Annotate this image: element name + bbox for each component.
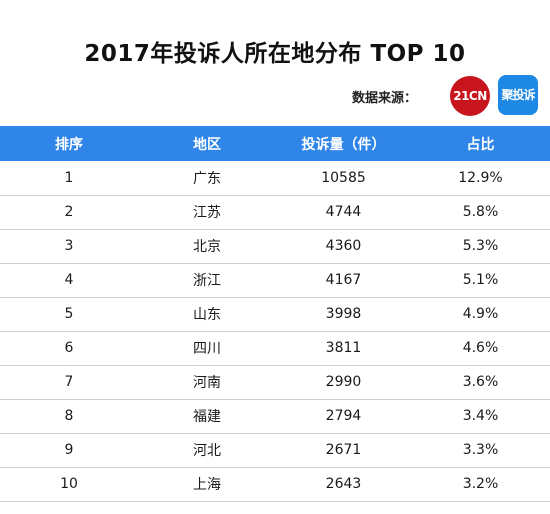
header-count: 投诉量（件） xyxy=(301,136,386,153)
table-row: 7 河南 2990 3.6% xyxy=(0,365,550,400)
cell-share: 4.6% xyxy=(411,331,550,366)
table-row: 1 广东 10585 12.9% xyxy=(0,161,550,196)
page-title: 2017年投诉人所在地分布 TOP 10 xyxy=(84,41,466,67)
cell-share: 5.1% xyxy=(411,263,550,298)
header-region: 地区 xyxy=(193,136,221,153)
table-row: 3 北京 4360 5.3% xyxy=(0,229,550,264)
cell-share: 3.6% xyxy=(411,365,550,400)
cell-share: 3.4% xyxy=(411,399,550,434)
cell-region: 广东 xyxy=(138,161,276,196)
header-share: 占比 xyxy=(466,136,495,153)
21cn-logo: 21CN xyxy=(450,76,490,116)
cell-region: 福建 xyxy=(138,399,276,434)
table-row: 4 浙江 4167 5.1% xyxy=(0,263,550,298)
cell-rank: 3 xyxy=(0,229,138,264)
cell-count: 4360 xyxy=(276,229,411,264)
cell-share: 3.3% xyxy=(411,433,550,468)
table-header-row: 排序 地区 投诉量（件） 占比 xyxy=(0,126,550,161)
table-row: 6 四川 3811 4.6% xyxy=(0,331,550,366)
cell-count: 3998 xyxy=(276,297,411,332)
cell-rank: 4 xyxy=(0,263,138,298)
table-row: 8 福建 2794 3.4% xyxy=(0,399,550,434)
cell-region: 上海 xyxy=(138,467,276,502)
cell-count: 2990 xyxy=(276,365,411,400)
cell-region: 山东 xyxy=(138,297,276,332)
table-row: 9 河北 2671 3.3% xyxy=(0,433,550,468)
cell-region: 浙江 xyxy=(138,263,276,298)
cell-share: 3.2% xyxy=(411,467,550,502)
cell-region: 四川 xyxy=(138,331,276,366)
cell-region: 江苏 xyxy=(138,195,276,230)
cell-count: 4167 xyxy=(276,263,411,298)
cell-rank: 7 xyxy=(0,365,138,400)
cell-count: 2671 xyxy=(276,433,411,468)
cell-count: 3811 xyxy=(276,331,411,366)
cell-rank: 1 xyxy=(0,161,138,196)
jutousu-logo: 聚投诉 xyxy=(498,75,538,115)
table-row: 2 江苏 4744 5.8% xyxy=(0,195,550,230)
cell-count: 2643 xyxy=(276,467,411,502)
cell-rank: 8 xyxy=(0,399,138,434)
cell-region: 河北 xyxy=(138,433,276,468)
cell-share: 5.3% xyxy=(411,229,550,264)
table-row: 10 上海 2643 3.2% xyxy=(0,467,550,502)
source-label: 数据来源： xyxy=(352,91,418,106)
cell-share: 4.9% xyxy=(411,297,550,332)
header-rank: 排序 xyxy=(55,136,83,153)
complaint-table: 排序 地区 投诉量（件） 占比 1 广东 10585 12.9% 2 江苏 4744 5.8%… xyxy=(0,126,550,502)
cell-share: 5.8% xyxy=(411,195,550,230)
table-row: 5 山东 3998 4.9% xyxy=(0,297,550,332)
cell-region: 北京 xyxy=(138,229,276,264)
data-source: 数据来源： 21CN 聚投诉 xyxy=(0,72,550,116)
cell-region: 河南 xyxy=(138,365,276,400)
cell-share: 12.9% xyxy=(411,161,550,196)
cell-rank: 5 xyxy=(0,297,138,332)
cell-count: 4744 xyxy=(276,195,411,230)
cell-count: 2794 xyxy=(276,399,411,434)
cell-rank: 2 xyxy=(0,195,138,230)
cell-rank: 9 xyxy=(0,433,138,468)
cell-rank: 6 xyxy=(0,331,138,366)
cell-count: 10585 xyxy=(276,161,411,196)
cell-rank: 10 xyxy=(0,467,138,502)
